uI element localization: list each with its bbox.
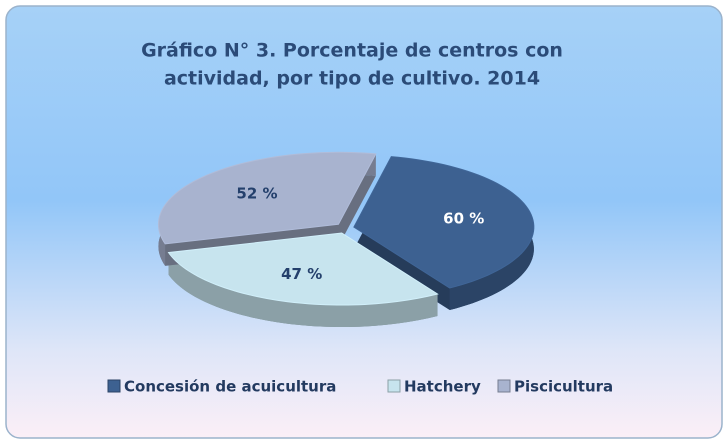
pie-slice — [157, 151, 377, 245]
pie-slice — [167, 232, 439, 306]
legend-label: Hatchery — [404, 378, 481, 396]
legend-swatch — [107, 379, 121, 393]
data-label: 60 % — [443, 210, 484, 228]
legend-label: Piscicultura — [514, 378, 613, 396]
chart-title-line: Gráfico N° 3. Porcentaje de centros con — [141, 40, 563, 62]
pie-tops — [157, 151, 535, 306]
pie-slice — [353, 156, 535, 289]
pie-labels: 60 % 47 % 52 % — [236, 184, 484, 283]
pie-slice-side — [168, 252, 438, 328]
legend-swatch — [497, 379, 511, 393]
data-label: 47 % — [281, 265, 322, 283]
legend-swatch — [387, 379, 401, 393]
legend-label: Concesión de acuicultura — [124, 378, 336, 396]
data-label: 52 % — [236, 184, 277, 202]
chart-title-line: actividad, por tipo de cultivo. 2014 — [164, 68, 540, 90]
